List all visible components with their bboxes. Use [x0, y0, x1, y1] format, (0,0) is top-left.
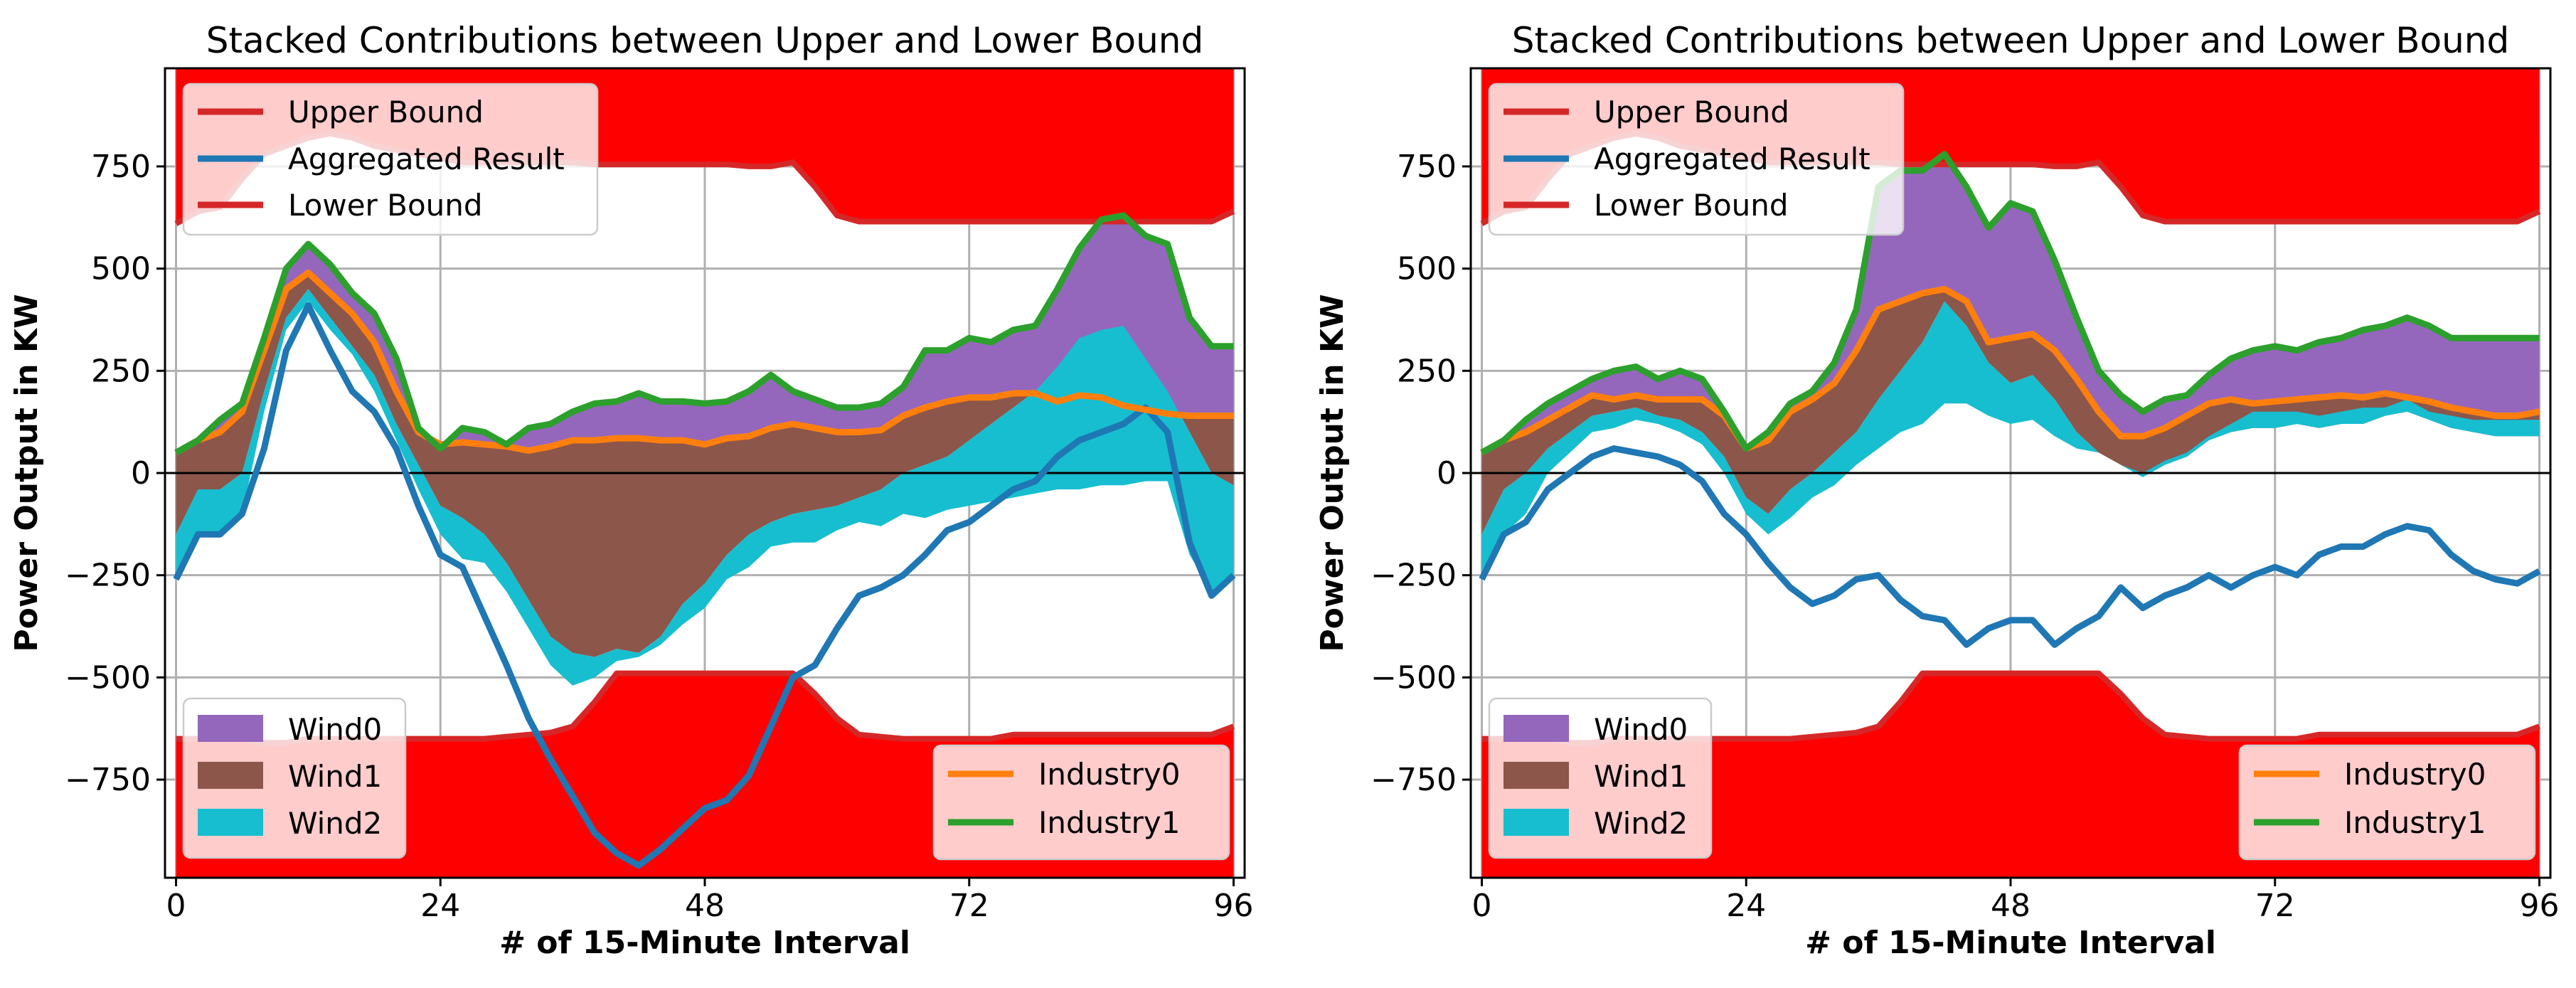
y-tick-label: 500	[91, 251, 151, 287]
y-tick-label: 0	[131, 455, 151, 492]
x-tick-label: 24	[1726, 888, 1766, 924]
legend-lower-bound: Lower Bound	[288, 188, 483, 223]
axis-ticks: 0 24 48 72 96 −750 −500 −250 0 250 500 750	[65, 149, 1253, 924]
y-tick-label: 750	[91, 149, 151, 185]
legend-bounds: Upper Bound Aggregated Result Lower Boun…	[1488, 83, 1905, 236]
legend-wind1: Wind1	[288, 759, 382, 794]
x-tick-label: 24	[420, 888, 460, 924]
legend-upper-bound: Upper Bound	[1594, 95, 1789, 129]
legend-swatch-wind2	[198, 809, 263, 836]
y-axis-label: Power Output in KW	[1314, 294, 1351, 652]
x-tick-label: 0	[166, 888, 186, 924]
axis-ticks: 0 24 48 72 96 −750 −500 −250 0 250 500 750	[1371, 149, 2559, 924]
legend-lower-bound: Lower Bound	[1594, 188, 1789, 223]
legend-wind0: Wind0	[1594, 712, 1688, 747]
legend-aggregated-result: Aggregated Result	[1594, 142, 1870, 176]
legend-upper-bound: Upper Bound	[288, 95, 484, 129]
y-tick-label: −500	[1371, 659, 1457, 696]
x-tick-label: 72	[949, 888, 989, 924]
y-axis-label: Power Output in KW	[9, 294, 45, 652]
legend-swatch-wind0	[198, 715, 263, 742]
y-tick-label: −250	[1371, 558, 1457, 594]
line-industry0	[174, 269, 1234, 456]
chart-panel-left: Stacked Contributions between Upper and …	[9, 20, 1254, 961]
x-tick-label: 96	[2520, 888, 2560, 924]
legend-wind2: Wind2	[1594, 806, 1688, 841]
legend-industry0: Industry0	[1038, 757, 1180, 792]
x-axis-label: # of 15-Minute Interval	[1805, 925, 2216, 961]
line-industry1	[174, 212, 1234, 456]
legend-wind0: Wind0	[288, 712, 382, 747]
legend-aggregated-result: Aggregated Result	[288, 142, 565, 176]
legend-industry1: Industry1	[2344, 805, 2486, 840]
legend-wind: Wind0 Wind1 Wind2	[1488, 697, 1713, 859]
x-tick-label: 48	[1991, 888, 2031, 924]
line-aggregated-result	[173, 302, 1236, 869]
legend-industry1: Industry1	[1038, 805, 1180, 840]
legend-industry0: Industry0	[2344, 757, 2486, 792]
chart-panel-right: Stacked Contributions between Upper and …	[1314, 20, 2560, 961]
x-axis-label: # of 15-Minute Interval	[499, 925, 910, 961]
area-wind2	[1481, 301, 2540, 580]
legend-bounds: Upper Bound Aggregated Result Lower Boun…	[182, 83, 599, 236]
legend-swatch-wind1	[1503, 762, 1569, 789]
legend-industry: Industry0 Industry1	[932, 744, 1230, 861]
y-tick-label: 250	[91, 353, 151, 389]
y-tick-label: 750	[1397, 149, 1457, 185]
x-tick-label: 0	[1471, 888, 1491, 924]
y-tick-label: −750	[65, 762, 151, 798]
area-wind0	[1481, 154, 2540, 453]
legend-wind2: Wind2	[288, 806, 382, 841]
legend-swatch-wind0	[1503, 715, 1569, 742]
legend-wind1: Wind1	[1594, 759, 1688, 794]
line-industry0	[1480, 285, 2540, 456]
y-tick-label: 500	[1397, 251, 1457, 287]
line-aggregated-result	[1479, 445, 2541, 648]
y-tick-label: −500	[65, 659, 151, 696]
line-industry1	[1480, 151, 2540, 456]
y-tick-label: −750	[1371, 762, 1457, 798]
area-wind0	[176, 215, 1234, 453]
y-tick-label: 0	[1437, 455, 1457, 492]
chart-title: Stacked Contributions between Upper and …	[1512, 20, 2509, 61]
x-tick-label: 72	[2255, 888, 2295, 924]
legend-industry: Industry0 Industry1	[2238, 744, 2536, 861]
x-tick-label: 48	[685, 888, 725, 924]
y-tick-label: −250	[65, 558, 151, 594]
x-tick-label: 96	[1214, 888, 1254, 924]
area-wind1	[176, 272, 1234, 657]
legend-wind: Wind0 Wind1 Wind2	[182, 697, 407, 859]
legend-swatch-wind2	[1503, 809, 1569, 836]
chart-title: Stacked Contributions between Upper and …	[206, 20, 1203, 61]
legend-swatch-wind1	[198, 762, 263, 789]
y-tick-label: 250	[1397, 353, 1457, 389]
